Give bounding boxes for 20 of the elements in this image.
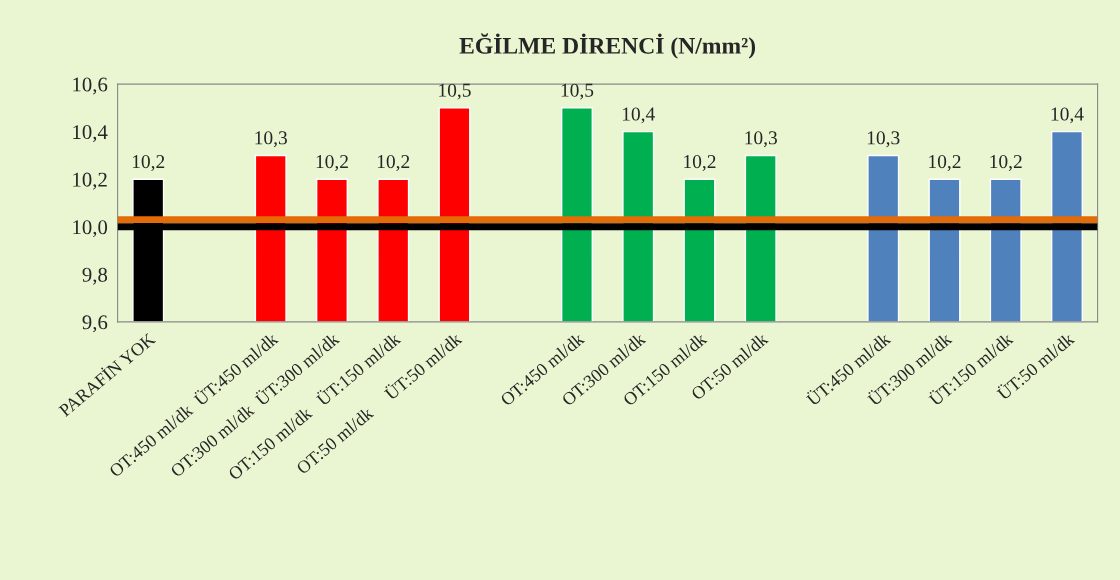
data-label: 10,2: [929, 155, 961, 171]
y-tick-label: 10,0: [73, 220, 108, 238]
data-label: 10,2: [132, 155, 165, 171]
data-label: 10,2: [316, 155, 348, 171]
data-label: 10,5: [561, 83, 594, 100]
data-label: 10,3: [255, 131, 287, 148]
y-tick-label: 10,2: [73, 172, 107, 190]
data-label: 10,3: [867, 131, 900, 148]
data-label: 10,2: [990, 155, 1022, 171]
data-label: 10,2: [377, 155, 410, 171]
data-label: 10,2: [684, 155, 716, 171]
chart-title: EĞİLME DİRENCİ (N/mm²): [459, 33, 756, 59]
y-tick-label: 9,8: [82, 267, 108, 285]
y-tick-label: 10,6: [73, 77, 108, 95]
y-tick-label: 10,4: [73, 125, 108, 143]
data-label: 10,5: [439, 83, 471, 100]
y-tick-label: 9,6: [82, 315, 108, 333]
data-label: 10,3: [745, 131, 777, 148]
data-label: 10,4: [1051, 107, 1084, 124]
data-label: 10,4: [622, 107, 655, 124]
